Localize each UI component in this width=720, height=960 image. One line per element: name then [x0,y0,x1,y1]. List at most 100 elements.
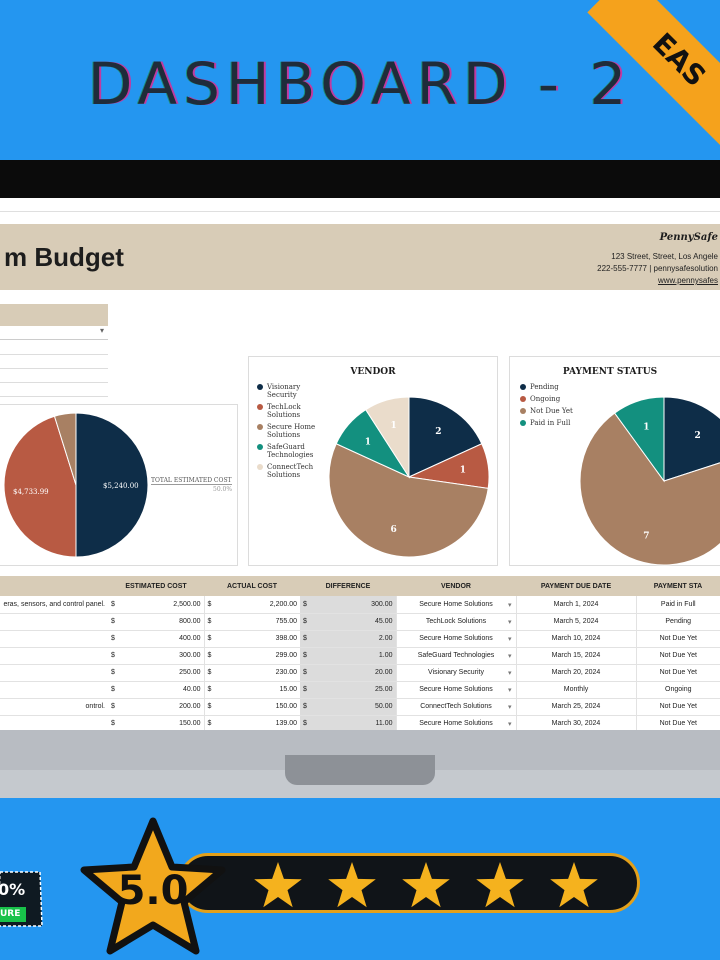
pie-slice [53,412,77,486]
actual-cost[interactable]: 150.00 [218,698,300,716]
row-description [0,681,108,699]
payment-pie-chart: 2 7 1 [579,396,720,566]
currency-symbol: $ [300,681,314,699]
estimated-cost[interactable]: 2,500.00 [122,596,204,614]
left-header-strip [0,304,108,326]
vendor-value: Secure Home Solutions [419,600,493,608]
pie-slice [328,443,489,558]
vendor-select[interactable]: SafeGuard Technologies ▾ [395,647,517,665]
table-row[interactable]: eras, sensors, and control panel. $2,500.… [0,596,720,614]
estimated-cost[interactable]: 40.00 [122,681,204,699]
row-description: eras, sensors, and control panel. [0,596,108,614]
table-row[interactable]: $150.00 $139.00 $11.00 Secure Home Solution… [0,715,720,730]
legend-item: TechLock Solutions [257,403,317,419]
actual-cost[interactable]: 2,200.00 [218,596,300,614]
estimated-cost[interactable]: 150.00 [122,715,204,730]
star-icon [254,862,302,908]
vendor-select[interactable]: Secure Home Solutions ▾ [395,715,517,730]
brand-website[interactable]: www.pennysafes [657,276,718,285]
payment-due-date[interactable]: March 30, 2024 [516,715,637,730]
currency-symbol: $ [108,596,122,614]
vendor-select[interactable]: ConnectTech Solutions ▾ [395,698,517,716]
actual-cost[interactable]: 299.00 [218,647,300,665]
slice-value-label: 2 [435,427,441,437]
payment-due-date[interactable]: March 20, 2024 [516,664,637,682]
table-row[interactable]: $400.00 $398.00 $2.00 Secure Home Solutions… [0,630,720,648]
payment-status[interactable]: Ongoing [636,681,720,699]
payment-status[interactable]: Not Due Yet [636,630,720,648]
spreadsheet-screen: m Budget PennySafe 123 Street, Street, L… [0,198,720,730]
col-header: ESTIMATED COST [108,576,204,596]
payment-status[interactable]: Not Due Yet [636,647,720,665]
payment-due-date[interactable]: Monthly [516,681,637,699]
left-dropdown[interactable]: ▾ [0,326,108,340]
chevron-down-icon: ▾ [507,670,512,677]
vendor-select[interactable]: TechLock Solutions ▾ [395,613,517,631]
legend-item: Not Due Yet [520,407,580,415]
slice-value-label: 1 [365,437,371,447]
table-row[interactable]: $40.00 $15.00 $25.00 Secure Home Solutions ▾… [0,681,720,699]
divider [0,382,108,383]
currency-symbol: $ [203,664,218,682]
vendor-select[interactable]: Secure Home Solutions ▾ [395,681,517,699]
payment-due-date[interactable]: March 15, 2024 [516,647,637,665]
estimated-cost[interactable]: 400.00 [122,630,204,648]
currency-symbol: $ [203,647,218,665]
table-row[interactable]: ontrol. $200.00 $150.00 $50.00 ConnectTech S… [0,698,720,716]
currency-symbol: $ [300,698,314,716]
currency-symbol: $ [203,715,218,730]
currency-symbol: $ [203,613,218,631]
cost-legend-pct: 50.0% [213,486,233,493]
badge-percent: 0% [0,880,26,899]
actual-cost[interactable]: 398.00 [218,630,300,648]
slice-value-label: 1 [460,465,466,475]
payment-status[interactable]: Paid in Full [636,596,720,614]
legend-item: Visionary Security [257,383,317,399]
sheet-banner: m Budget PennySafe 123 Street, Street, L… [0,224,720,290]
estimated-cost[interactable]: 200.00 [122,698,204,716]
vendor-select[interactable]: Visionary Security ▾ [395,664,517,682]
brand-contact: 222-555-7777 | pennysafesolution [597,264,718,273]
pie-slice [613,396,665,483]
currency-symbol: $ [300,596,314,614]
currency-symbol: $ [300,715,314,730]
table-row[interactable]: $250.00 $230.00 $20.00 Visionary Security ▾ M… [0,664,720,682]
payment-status[interactable]: Not Due Yet [636,698,720,716]
actual-cost[interactable]: 755.00 [218,613,300,631]
brand-name: PennySafe [659,232,718,243]
pie-slice [75,412,149,558]
col-header: DIFFERENCE [300,576,396,596]
payment-due-date[interactable]: March 10, 2024 [516,630,637,648]
slice-value-label: 6 [391,525,397,535]
table-row[interactable]: $800.00 $755.00 $45.00 TechLock Solutions ▾ M… [0,613,720,631]
payment-status[interactable]: Not Due Yet [636,715,720,730]
payment-status[interactable]: Not Due Yet [636,664,720,682]
estimated-cost[interactable]: 250.00 [122,664,204,682]
actual-cost[interactable]: 139.00 [218,715,300,730]
payment-status[interactable]: Pending [636,613,720,631]
payment-due-date[interactable]: March 25, 2024 [516,698,637,716]
actual-cost[interactable]: 230.00 [218,664,300,682]
difference: 1.00 [314,647,396,665]
cost-label-left: $4,733.99 [13,488,49,496]
legend-item: Paid in Full [520,419,580,427]
actual-cost[interactable]: 15.00 [218,681,300,699]
difference: 2.00 [314,630,396,648]
laptop-notch [285,755,435,785]
payment-due-date[interactable]: March 1, 2024 [516,596,637,614]
vendor-select[interactable]: Secure Home Solutions ▾ [395,630,517,648]
col-header: PAYMENT DUE DATE [516,576,636,596]
cost-legend-label: TOTAL ESTIMATED COST [151,477,232,485]
currency-symbol: $ [203,596,218,614]
difference: 300.00 [314,596,396,614]
col-header: VENDOR [396,576,516,596]
currency-symbol: $ [203,630,218,648]
estimated-cost[interactable]: 800.00 [122,613,204,631]
slice-value-label: 7 [643,531,649,541]
payment-due-date[interactable]: March 5, 2024 [516,613,637,631]
estimated-cost[interactable]: 300.00 [122,647,204,665]
row-description [0,664,108,682]
vendor-select[interactable]: Secure Home Solutions ▾ [395,596,517,614]
vendor-value: Secure Home Solutions [419,635,493,642]
table-row[interactable]: $300.00 $299.00 $1.00 SafeGuard Technologie… [0,647,720,665]
